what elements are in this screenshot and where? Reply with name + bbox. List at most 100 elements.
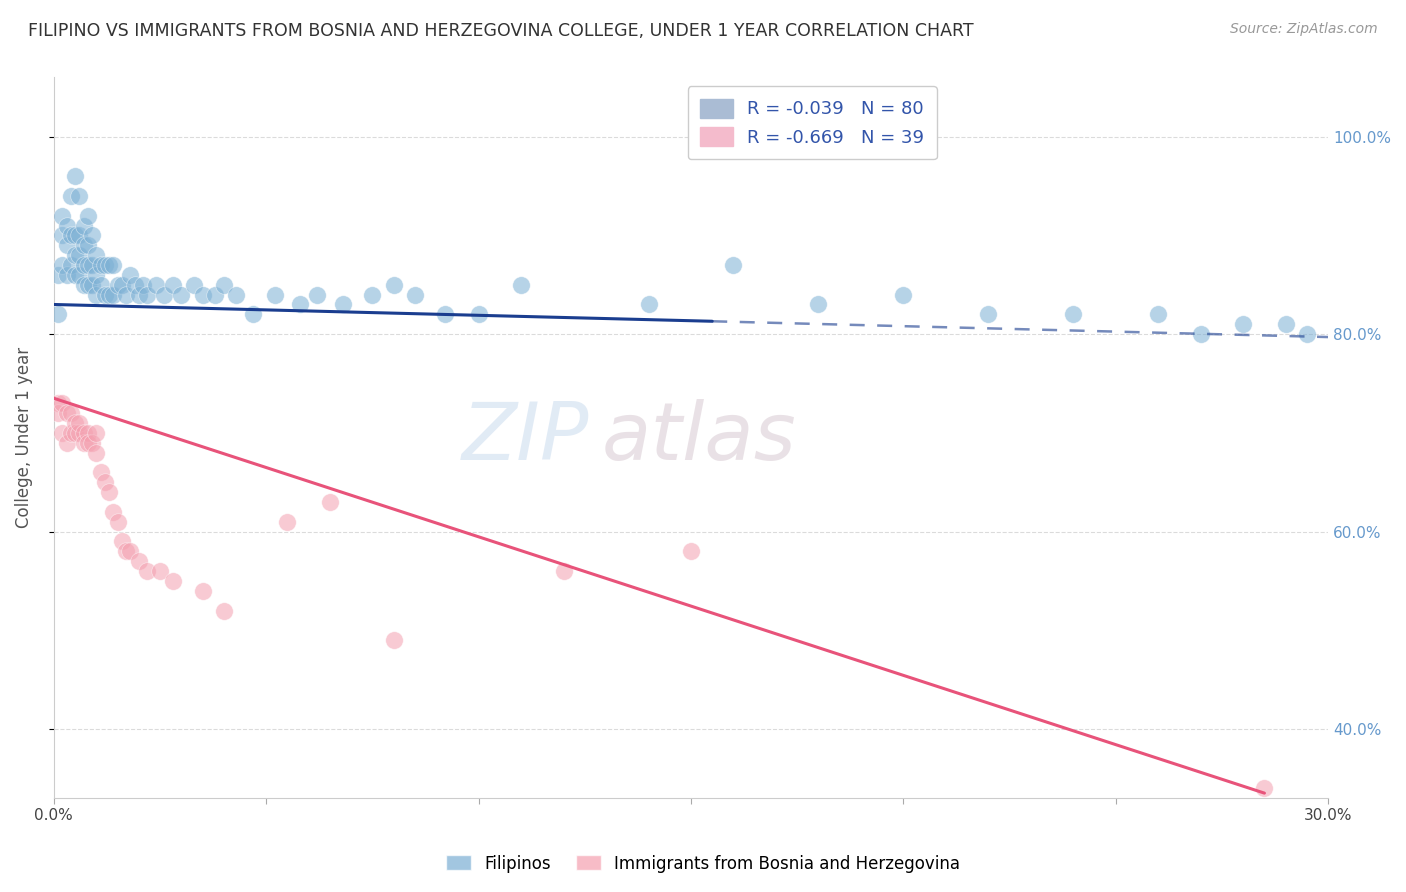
Point xyxy=(72,435,94,450)
Point xyxy=(242,307,264,321)
Point xyxy=(467,307,489,321)
Point xyxy=(84,425,107,440)
Point xyxy=(103,287,125,301)
Point xyxy=(67,189,90,203)
Point xyxy=(128,554,150,568)
Point xyxy=(76,258,98,272)
Point xyxy=(63,416,86,430)
Point xyxy=(59,406,82,420)
Point xyxy=(59,189,82,203)
Point xyxy=(67,425,90,440)
Point xyxy=(1189,327,1212,342)
Point xyxy=(124,277,146,292)
Point xyxy=(63,425,86,440)
Point xyxy=(115,287,138,301)
Point xyxy=(84,445,107,459)
Point xyxy=(332,297,354,311)
Point xyxy=(162,277,184,292)
Point xyxy=(46,396,69,410)
Point xyxy=(553,564,575,578)
Point xyxy=(76,435,98,450)
Point xyxy=(225,287,247,301)
Point xyxy=(55,238,77,252)
Legend: R = -0.039   N = 80, R = -0.669   N = 39: R = -0.039 N = 80, R = -0.669 N = 39 xyxy=(688,87,936,160)
Point xyxy=(361,287,384,301)
Text: ZIP: ZIP xyxy=(461,399,589,476)
Point xyxy=(80,228,103,243)
Point xyxy=(382,633,405,648)
Point xyxy=(319,495,342,509)
Point xyxy=(382,277,405,292)
Point xyxy=(76,209,98,223)
Point xyxy=(893,287,915,301)
Point xyxy=(67,416,90,430)
Point xyxy=(404,287,426,301)
Point xyxy=(1253,781,1275,796)
Point xyxy=(46,307,69,321)
Point xyxy=(80,435,103,450)
Point xyxy=(183,277,205,292)
Point xyxy=(94,258,117,272)
Point xyxy=(72,238,94,252)
Point xyxy=(51,258,73,272)
Point xyxy=(136,287,159,301)
Point xyxy=(170,287,193,301)
Y-axis label: College, Under 1 year: College, Under 1 year xyxy=(15,347,32,528)
Point xyxy=(90,277,112,292)
Point xyxy=(55,268,77,282)
Point xyxy=(72,277,94,292)
Point xyxy=(94,475,117,490)
Text: Source: ZipAtlas.com: Source: ZipAtlas.com xyxy=(1230,22,1378,37)
Point xyxy=(191,287,214,301)
Point xyxy=(67,228,90,243)
Point xyxy=(103,258,125,272)
Point xyxy=(84,287,107,301)
Point xyxy=(115,544,138,558)
Point xyxy=(59,425,82,440)
Point xyxy=(67,268,90,282)
Point xyxy=(290,297,312,311)
Point xyxy=(107,277,129,292)
Point xyxy=(1274,317,1296,331)
Point xyxy=(46,406,69,420)
Point xyxy=(94,287,117,301)
Point xyxy=(46,268,69,282)
Point xyxy=(433,307,456,321)
Point xyxy=(63,228,86,243)
Point xyxy=(807,297,830,311)
Point xyxy=(90,465,112,479)
Point xyxy=(111,277,134,292)
Point xyxy=(145,277,167,292)
Point xyxy=(1296,327,1319,342)
Point xyxy=(55,435,77,450)
Point xyxy=(76,277,98,292)
Point xyxy=(307,287,329,301)
Point xyxy=(51,425,73,440)
Point xyxy=(76,238,98,252)
Point xyxy=(212,603,235,617)
Point xyxy=(120,268,142,282)
Point xyxy=(72,425,94,440)
Point xyxy=(84,268,107,282)
Point xyxy=(276,515,298,529)
Point xyxy=(1147,307,1170,321)
Point xyxy=(84,248,107,262)
Point xyxy=(80,277,103,292)
Point xyxy=(977,307,1000,321)
Point xyxy=(136,564,159,578)
Point xyxy=(55,219,77,233)
Point xyxy=(1232,317,1254,331)
Point xyxy=(263,287,285,301)
Point xyxy=(80,258,103,272)
Point xyxy=(1062,307,1084,321)
Point xyxy=(67,248,90,262)
Point xyxy=(51,209,73,223)
Point xyxy=(55,406,77,420)
Point xyxy=(59,228,82,243)
Point xyxy=(63,169,86,183)
Legend: Filipinos, Immigrants from Bosnia and Herzegovina: Filipinos, Immigrants from Bosnia and He… xyxy=(439,848,967,880)
Point xyxy=(162,574,184,588)
Point xyxy=(103,505,125,519)
Point xyxy=(76,425,98,440)
Point xyxy=(90,258,112,272)
